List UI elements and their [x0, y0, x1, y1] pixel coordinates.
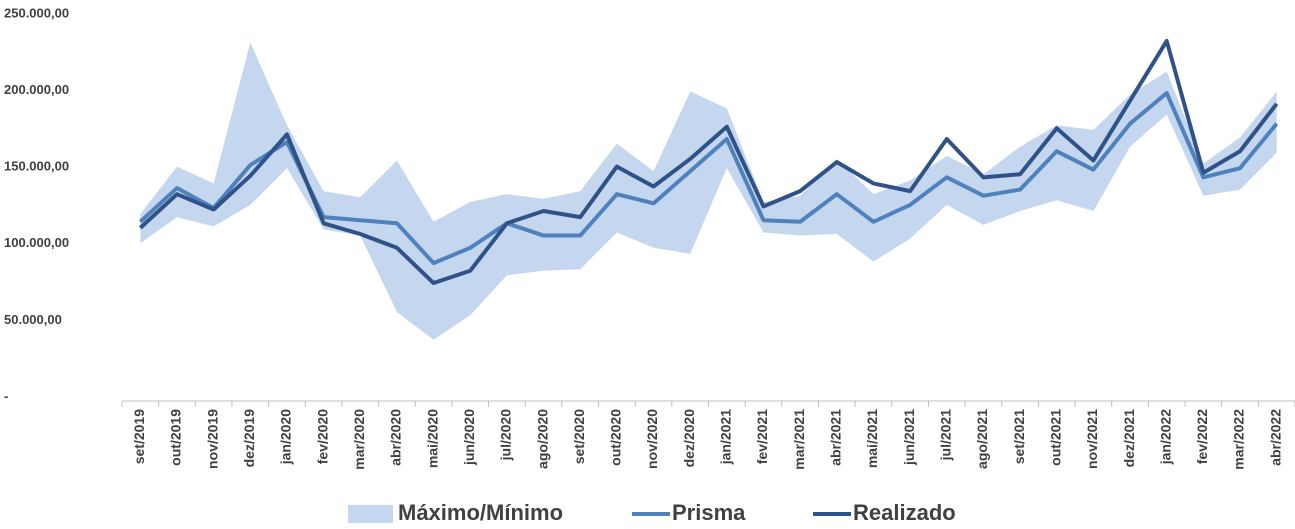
x-tick-label: nov/2020 — [644, 409, 660, 469]
x-tick-label: dez/2021 — [1121, 409, 1137, 468]
x-tick-label: set/2021 — [1011, 409, 1027, 464]
y-tick-label: - — [4, 388, 8, 403]
y-tick-label: 50.000,00 — [4, 312, 62, 327]
x-tick-label: dez/2020 — [681, 409, 697, 468]
legend-label: Prisma — [672, 500, 746, 525]
x-tick-label: fev/2021 — [754, 409, 770, 464]
y-tick-label: 250.000,00 — [4, 5, 69, 20]
x-tick-label: fev/2020 — [314, 409, 330, 464]
x-tick-label: nov/2021 — [1084, 409, 1100, 469]
x-tick-label: out/2019 — [168, 409, 184, 466]
x-tick-label: jan/2021 — [718, 409, 734, 465]
x-tick-label: nov/2019 — [204, 409, 220, 469]
x-tick-label: jun/2020 — [461, 409, 477, 466]
x-tick-label: set/2020 — [571, 409, 587, 464]
legend-label: Máximo/Mínimo — [398, 500, 563, 525]
series-line — [138, 91, 1279, 266]
x-tick-label: jul/2021 — [937, 409, 953, 462]
x-tick-label: jul/2020 — [498, 409, 514, 462]
x-tick-label: mar/2022 — [1231, 409, 1247, 470]
x-tick-label: mai/2021 — [864, 409, 880, 468]
y-tick-label: 150.000,00 — [4, 159, 69, 174]
x-tick-label: jun/2021 — [901, 409, 917, 466]
x-tick-label: abr/2020 — [388, 409, 404, 466]
x-tick-label: set/2019 — [131, 409, 147, 464]
x-tick-label: ago/2020 — [534, 409, 550, 469]
x-tick-label: mar/2020 — [351, 409, 367, 470]
x-tick-label: dez/2019 — [241, 409, 257, 468]
x-tick-label: abr/2022 — [1267, 409, 1283, 466]
series-line — [138, 38, 1279, 286]
x-tick-label: mar/2021 — [791, 409, 807, 470]
x-tick-label: out/2020 — [608, 409, 624, 466]
range-band — [140, 42, 1277, 340]
y-tick-label: 200.000,00 — [4, 82, 69, 97]
x-tick-label: ago/2021 — [974, 409, 990, 469]
y-tick-label: 100.000,00 — [4, 235, 69, 250]
x-tick-label: jan/2022 — [1157, 409, 1173, 465]
legend-swatch — [348, 505, 393, 523]
x-tick-label: mai/2020 — [424, 409, 440, 468]
x-tick-label: fev/2022 — [1194, 409, 1210, 464]
x-tick-label: jan/2020 — [278, 409, 294, 465]
legend-label: Realizado — [853, 500, 956, 525]
x-tick-label: abr/2021 — [828, 409, 844, 466]
x-tick-label: out/2021 — [1047, 409, 1063, 466]
